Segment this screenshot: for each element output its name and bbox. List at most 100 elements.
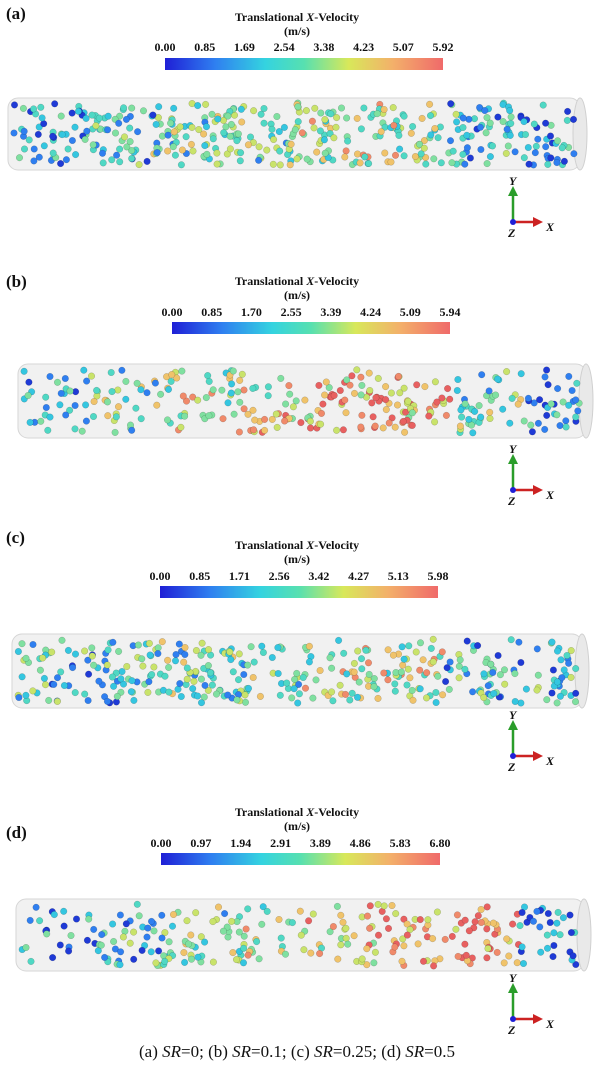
particle xyxy=(22,691,30,699)
particle xyxy=(114,403,123,411)
particle xyxy=(424,916,432,924)
particle xyxy=(438,394,446,402)
particle xyxy=(524,394,532,402)
particle xyxy=(255,955,263,963)
particle xyxy=(148,670,156,679)
particle xyxy=(543,944,552,952)
particle xyxy=(244,661,252,669)
particle xyxy=(251,416,259,424)
particle xyxy=(370,683,378,691)
particle xyxy=(301,684,310,692)
particle xyxy=(430,962,438,970)
particle xyxy=(477,413,485,421)
particle xyxy=(38,114,46,122)
colorbar-title: Translational X-Velocity xyxy=(234,274,360,288)
particle xyxy=(483,114,491,122)
particle xyxy=(208,110,216,118)
particle xyxy=(181,650,189,659)
particle xyxy=(341,396,349,404)
particle xyxy=(200,130,208,138)
particle xyxy=(118,668,126,676)
particle xyxy=(488,142,497,150)
particle xyxy=(116,961,124,969)
particle xyxy=(212,690,221,698)
tick-label: 1.94 xyxy=(230,836,252,850)
particle xyxy=(321,149,329,157)
particle xyxy=(525,160,533,168)
particle xyxy=(194,102,202,110)
particle xyxy=(149,111,157,119)
z-axis-label: Z xyxy=(508,494,516,508)
particle xyxy=(180,949,188,957)
particle xyxy=(374,900,382,908)
tick-label: 2.54 xyxy=(273,40,295,54)
particle xyxy=(529,917,538,925)
particle xyxy=(296,907,304,915)
particle xyxy=(255,156,263,164)
tick-label: 5.13 xyxy=(387,569,409,583)
particle xyxy=(467,421,476,429)
particle xyxy=(88,644,96,652)
particle xyxy=(190,677,198,685)
particle xyxy=(259,648,267,657)
particle xyxy=(500,666,509,674)
particle xyxy=(548,638,556,646)
particle xyxy=(565,401,573,409)
particle xyxy=(412,648,420,656)
particle xyxy=(484,944,492,953)
particle xyxy=(117,675,125,683)
particle xyxy=(176,123,184,131)
particle xyxy=(157,390,165,398)
particle xyxy=(103,697,111,705)
particle xyxy=(350,389,359,397)
colorbar-ticks: 0.00 0.85 1.69 2.54 3.38 4.23 5.07 5.92 xyxy=(155,40,454,54)
particle xyxy=(201,938,209,946)
particle xyxy=(507,636,515,644)
tick-label: 0.00 xyxy=(150,836,172,850)
particle xyxy=(445,685,453,693)
particle xyxy=(549,666,557,674)
particle xyxy=(364,659,373,667)
y-axis-label: Y xyxy=(509,442,517,456)
colorbar xyxy=(161,853,440,865)
particle xyxy=(340,649,348,657)
panel-d: (d) Translational X-Velocity (m/s) 0.00 … xyxy=(0,793,594,1038)
particle xyxy=(58,636,66,644)
particle xyxy=(182,397,191,405)
colorbar xyxy=(160,586,438,598)
particle xyxy=(342,934,350,942)
particle xyxy=(18,640,26,648)
particle xyxy=(533,907,541,915)
particle xyxy=(493,948,501,956)
particle xyxy=(25,378,33,386)
particle xyxy=(261,426,269,434)
particle xyxy=(303,155,311,163)
particle xyxy=(505,952,513,960)
particle xyxy=(363,945,371,953)
particle xyxy=(422,153,430,162)
particle xyxy=(431,124,439,133)
particle xyxy=(408,686,416,694)
colorbar-ticks: 0.00 0.97 1.94 2.91 3.89 4.86 5.83 6.80 xyxy=(151,836,451,850)
particle xyxy=(257,110,265,118)
particle xyxy=(120,133,129,141)
particle xyxy=(490,689,498,698)
particle xyxy=(203,150,211,158)
y-axis-label: Y xyxy=(509,174,517,188)
particle xyxy=(406,926,414,934)
particle xyxy=(71,401,79,410)
particle xyxy=(219,927,227,935)
particle xyxy=(466,154,474,162)
particle xyxy=(461,665,469,673)
particle xyxy=(403,931,411,939)
particle xyxy=(312,676,320,684)
particle xyxy=(30,145,38,153)
particle xyxy=(322,378,330,386)
particle xyxy=(382,406,390,414)
particle xyxy=(550,941,558,950)
particle xyxy=(277,374,285,382)
particle xyxy=(559,914,567,922)
particle xyxy=(507,113,515,121)
particle xyxy=(521,130,530,139)
particle xyxy=(66,406,74,414)
